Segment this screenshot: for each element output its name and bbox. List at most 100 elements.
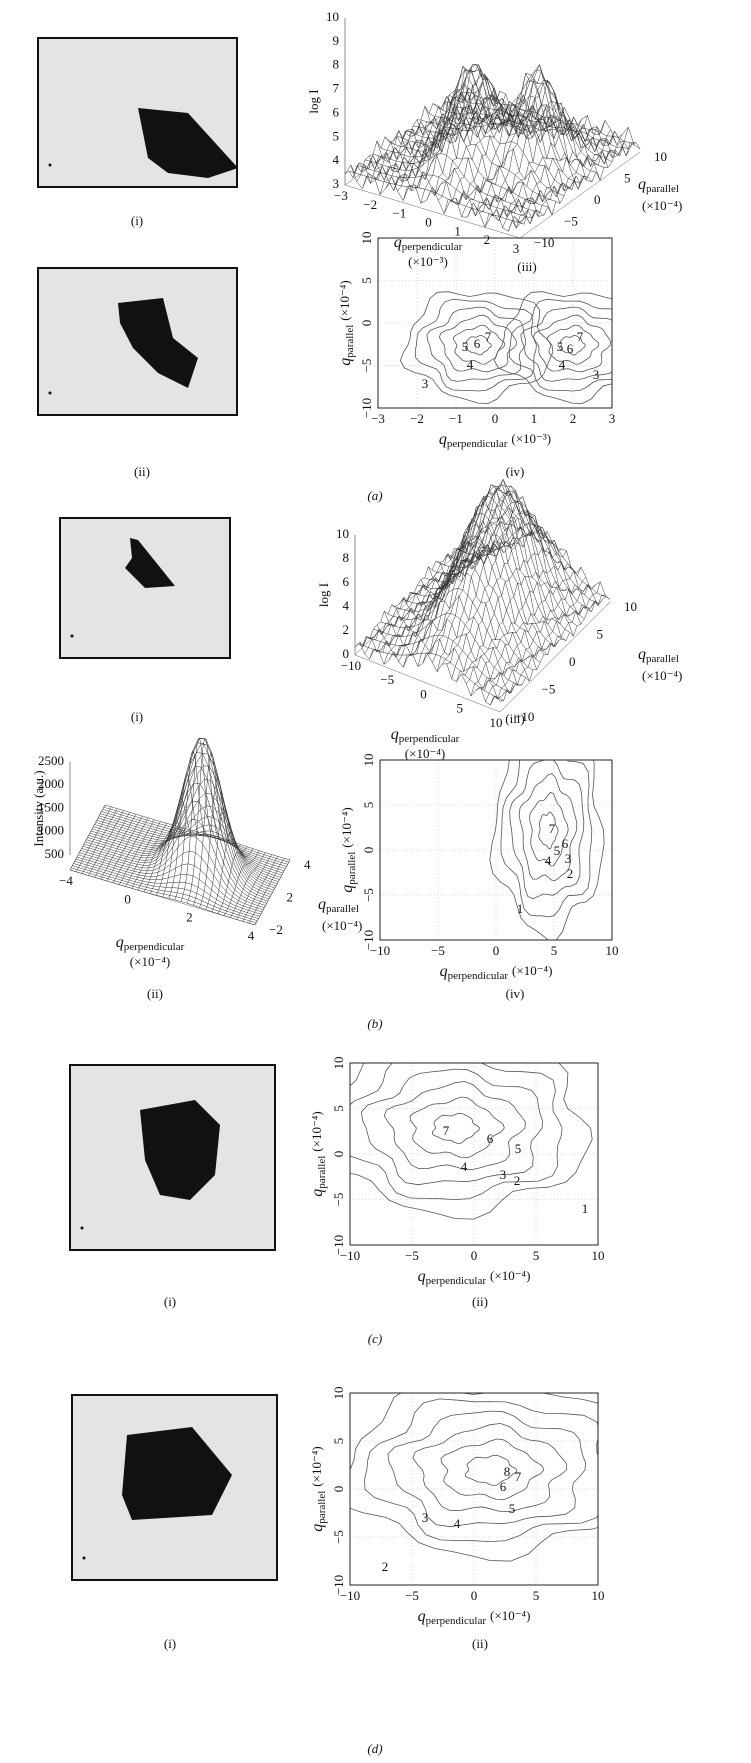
axis-symbol: q xyxy=(391,726,399,743)
axis-unit: (×10⁻³) xyxy=(511,431,551,446)
wireframe xyxy=(102,809,288,865)
x-tick-label: 3 xyxy=(513,241,520,256)
y-tick-label: 5 xyxy=(331,1438,346,1445)
z-tick-label: 0 xyxy=(343,646,350,661)
x-tick-label: −10 xyxy=(340,1588,360,1603)
contour-line xyxy=(520,306,612,382)
y-tick-label: 0 xyxy=(359,320,374,327)
x-tick-label: 0 xyxy=(471,1588,478,1603)
subpanel-label: (iv) xyxy=(506,464,525,479)
contour-line xyxy=(350,1393,598,1562)
wireframe xyxy=(495,595,606,699)
axis-subscript: perpendicular xyxy=(402,241,463,253)
wireframe xyxy=(242,856,278,922)
z-tick-label: 8 xyxy=(333,57,340,72)
contour-line xyxy=(529,791,569,867)
contour-line xyxy=(383,1081,526,1171)
x-tick-label: 10 xyxy=(606,943,619,958)
x-tick-label: −3 xyxy=(334,188,348,203)
z-tick-label: 9 xyxy=(333,33,340,48)
contour-line xyxy=(547,324,600,365)
axis-symbol: q xyxy=(440,963,448,980)
subpanel-label: (iv) xyxy=(506,986,525,1001)
contour-line xyxy=(360,1068,543,1186)
wireframe xyxy=(464,81,641,150)
axis-unit: (×10⁻⁴) xyxy=(512,963,552,978)
wireframe xyxy=(444,101,621,156)
x-tick-label: −10 xyxy=(341,658,361,673)
z-tick-label: 2 xyxy=(343,622,350,637)
wireframe xyxy=(442,501,589,616)
contour-label: 7 xyxy=(515,1469,522,1484)
y-tick-label: −10 xyxy=(331,1575,346,1595)
x-tick-label: 2 xyxy=(570,411,577,426)
wireframe xyxy=(236,854,272,920)
wireframe xyxy=(446,512,592,612)
axis-symbol: q xyxy=(309,1524,326,1532)
wireframe xyxy=(502,130,623,228)
axis-subscript: perpendicular xyxy=(426,1615,487,1627)
base-edge xyxy=(344,184,521,239)
y-tick-label: −5 xyxy=(331,1530,346,1544)
contour-line xyxy=(508,298,612,392)
wireframe xyxy=(490,581,601,706)
x-tick-label: 5 xyxy=(533,1248,540,1263)
wireframe xyxy=(438,86,559,201)
contour-line xyxy=(493,291,612,404)
subpanel-label: (i) xyxy=(164,1294,176,1309)
z-tick-label: 2000 xyxy=(38,776,64,791)
axis-subscript: parallel xyxy=(346,852,358,885)
contour-line xyxy=(559,335,586,356)
axis-subscript: parallel xyxy=(646,183,679,195)
contour-line xyxy=(465,335,492,356)
speck xyxy=(82,1556,86,1560)
contour-line xyxy=(350,1063,593,1220)
plot-frame xyxy=(349,1392,599,1586)
contour-line xyxy=(426,306,527,382)
x-tick-label: −10 xyxy=(340,1248,360,1263)
wireframe xyxy=(448,93,625,158)
plot-frame xyxy=(379,759,613,941)
contour-line xyxy=(453,324,506,365)
x-tick-label: 2 xyxy=(186,910,193,925)
y-tick-label: 0 xyxy=(331,1486,346,1493)
contour-label: 7 xyxy=(485,329,492,344)
panel-label: (c) xyxy=(368,1331,382,1346)
x-tick-label: −5 xyxy=(405,1248,419,1263)
wireframe xyxy=(93,779,279,882)
x-tick-label: 1 xyxy=(531,411,538,426)
contour-label: 2 xyxy=(382,1559,389,1574)
plot-frame xyxy=(349,1062,599,1246)
subpanel-label: (i) xyxy=(131,213,143,228)
contour-label: 6 xyxy=(562,836,569,851)
axis-subscript: parallel xyxy=(344,325,356,358)
z-tick-label: 5 xyxy=(333,128,340,143)
z-tick-label: 4 xyxy=(343,598,350,613)
axis-symbol: q xyxy=(339,885,356,893)
wireframe xyxy=(452,96,629,149)
wireframe xyxy=(464,530,611,600)
axis-symbol: q xyxy=(318,896,326,913)
y-tick-label: −10 xyxy=(331,1235,346,1255)
z-tick-label: 7 xyxy=(333,81,340,96)
contour-label: 8 xyxy=(504,1464,511,1479)
y-tick-label: 0 xyxy=(331,1151,346,1158)
wireframe xyxy=(230,852,266,918)
wireframe xyxy=(384,572,530,682)
axis-subscript: perpendicular xyxy=(124,941,185,953)
x-tick-label: 0 xyxy=(471,1248,478,1263)
base-edge xyxy=(519,151,641,239)
x-tick-label: −2 xyxy=(410,411,424,426)
contour-line xyxy=(387,1410,586,1528)
axis-label: qperpendicular xyxy=(394,234,463,253)
wireframe xyxy=(450,510,596,609)
contour-line xyxy=(431,1112,480,1145)
axis-symbol: q xyxy=(116,934,124,951)
axis-symbol: q xyxy=(638,176,646,193)
contour-label: 2 xyxy=(514,1173,521,1188)
z-tick-label: 10 xyxy=(336,526,349,541)
contour-label: 6 xyxy=(567,341,574,356)
wireframe xyxy=(508,127,629,232)
axis-subscript: perpendicular xyxy=(426,1275,487,1287)
wireframe xyxy=(395,535,541,663)
